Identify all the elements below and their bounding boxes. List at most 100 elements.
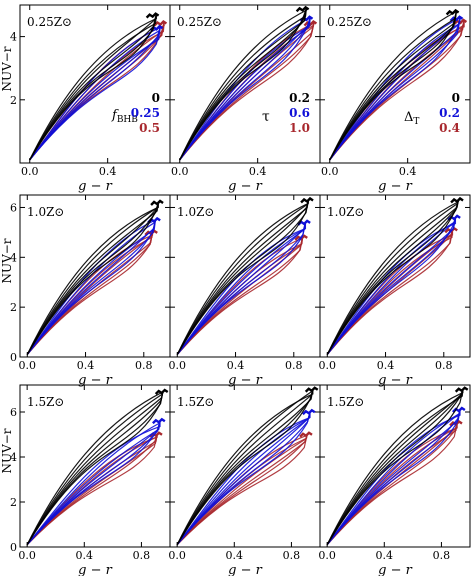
curves-group: [179, 5, 318, 161]
legend-parameter-subscript: BHB: [117, 115, 138, 125]
metallicity-label: 0.25Z⊙: [27, 15, 72, 29]
curve-black-1: [179, 8, 307, 161]
x-axis-label: g − r: [78, 563, 112, 576]
curves-group: [26, 199, 164, 355]
curve-black-1: [176, 199, 309, 355]
curve-black-1: [29, 14, 157, 161]
x-tick-label: 0.4: [77, 359, 95, 372]
endpoint-squiggle-red: [299, 431, 313, 438]
x-tick-label: 0.0: [171, 165, 189, 178]
x-axis-label: g − r: [228, 179, 262, 194]
y-axis-label: NUV−r: [0, 428, 14, 473]
curve-black-2: [176, 199, 309, 355]
curves-group: [26, 388, 169, 546]
legend-entry: 0.6: [289, 106, 310, 120]
endpoint-squiggle-black: [154, 388, 169, 395]
curve-red-4: [26, 232, 154, 355]
metallicity-label: 1.0Z⊙: [27, 205, 64, 219]
y-tick-label: 4: [10, 251, 17, 264]
curve-red-5: [326, 229, 454, 355]
panel-r2c1: 0.0 0.4 0.8 0 2 4 6 1.0Z⊙ g − r NUV−r: [0, 194, 171, 388]
legend-entry: 0.4: [439, 121, 460, 135]
x-tick-label: 0.8: [133, 549, 151, 562]
curve-black-5: [176, 199, 309, 355]
curves-group: [176, 386, 319, 546]
curve-black-5: [326, 199, 459, 355]
curve-black-2: [326, 389, 464, 546]
x-tick-label: 0.0: [18, 549, 36, 562]
curve-blue-5: [176, 222, 307, 355]
x-tick-label: 0.0: [21, 165, 39, 178]
curve-red-5: [176, 237, 304, 355]
curve-black-5: [176, 389, 314, 546]
metallicity-label: 1.5Z⊙: [27, 395, 64, 409]
curves-group: [326, 386, 469, 546]
x-tick-label: 0.0: [321, 165, 339, 178]
endpoint-squiggle-black: [454, 386, 469, 393]
x-tick-label: 0.0: [169, 359, 187, 372]
x-tick-label: 0.0: [19, 359, 37, 372]
legend-entry: 0.2: [439, 106, 460, 120]
x-axis-label: g − r: [78, 179, 112, 194]
panel-r2c3: 0.0 0.4 0.8 1.0Z⊙ g − r: [319, 194, 471, 388]
endpoint-squiggle-black: [450, 196, 464, 204]
curve-black-2: [176, 389, 314, 546]
curve-black-5: [26, 202, 159, 355]
x-axis-label: g − r: [378, 179, 412, 194]
endpoint-squiggle-blue: [302, 408, 316, 416]
curve-black-0: [179, 8, 307, 161]
y-axis-label: NUV−r: [0, 238, 14, 283]
legend-parameter: ΔT: [404, 110, 419, 127]
curves-group: [176, 196, 314, 355]
curve-black-0: [176, 199, 309, 355]
x-tick-label: 0.4: [99, 165, 117, 178]
legend-entry: 0.25: [131, 106, 160, 120]
panel-r2c2: 0.0 0.4 0.8 1.0Z⊙ g − r: [169, 194, 321, 388]
metallicity-label: 0.25Z⊙: [177, 15, 222, 29]
curve-blue-5: [29, 26, 161, 161]
curve-black-1: [26, 202, 159, 355]
endpoint-squiggle-black: [150, 199, 164, 206]
endpoint-squiggle-blue: [452, 406, 466, 413]
curve-black-0: [326, 199, 459, 355]
y-tick-label: 2: [10, 496, 17, 509]
x-axis-label: g − r: [228, 373, 262, 388]
x-axis-label: g − r: [228, 563, 262, 576]
curve-red-5: [179, 22, 315, 161]
curve-red-5: [176, 434, 308, 546]
curve-blue-5: [176, 411, 311, 546]
legend-entry: 0: [452, 91, 460, 105]
x-tick-label: 0.4: [226, 549, 244, 562]
curves-group: [329, 8, 468, 161]
metallicity-label: 1.0Z⊙: [177, 205, 214, 219]
curve-blue-5: [326, 217, 457, 355]
curve-blue-5: [26, 420, 161, 546]
endpoint-squiggle-black: [304, 386, 319, 393]
curve-black-1: [26, 391, 164, 546]
y-tick-label: 0: [10, 351, 17, 364]
curve-black-0: [29, 14, 157, 161]
legend-parameter-subscript: T: [413, 117, 419, 127]
curve-blue-5: [26, 219, 157, 355]
x-tick-label: 0.4: [249, 165, 267, 178]
curve-black-1: [326, 199, 459, 355]
curve-black-5: [329, 11, 457, 161]
x-tick-label: 0.0: [168, 549, 186, 562]
curve-black-0: [26, 391, 164, 546]
endpoint-squiggle-black: [445, 8, 460, 16]
legend-entry: 0.5: [139, 121, 160, 135]
y-tick-label: 0: [10, 541, 17, 554]
panel-r3c1: 0.0 0.4 0.8 0 2 4 6 1.5Z⊙ g − r NUV−r: [0, 384, 171, 576]
curve-black-0: [326, 389, 464, 546]
curve-blue-0: [329, 17, 461, 161]
x-tick-label: 0.0: [319, 359, 337, 372]
metallicity-label: 0.25Z⊙: [327, 15, 372, 29]
curve-black-1: [176, 389, 314, 546]
x-tick-label: 0.8: [433, 549, 451, 562]
endpoint-squiggle-black: [300, 196, 314, 204]
x-tick-label: 0.8: [283, 549, 301, 562]
